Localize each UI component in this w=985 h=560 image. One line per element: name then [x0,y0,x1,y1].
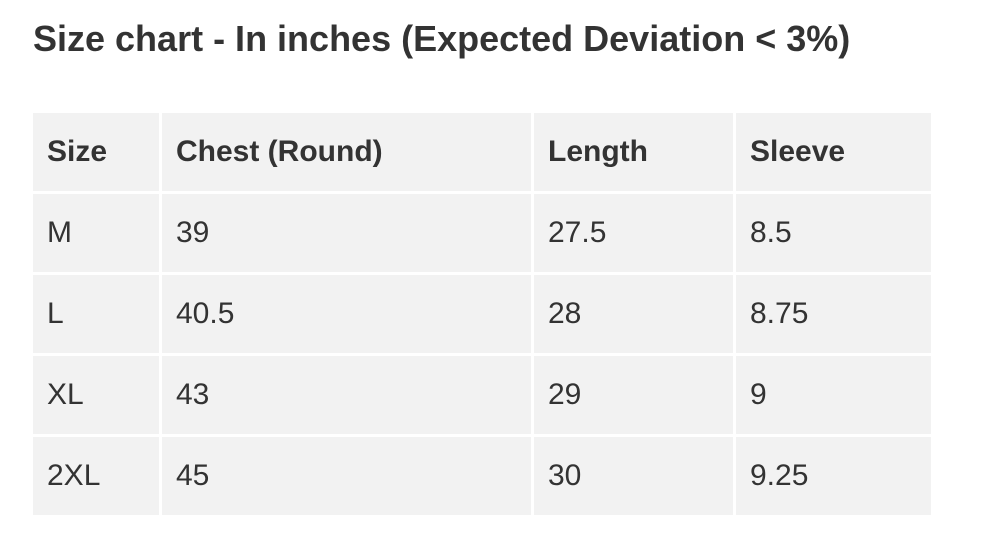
header-cell: Size [33,113,159,191]
table-cell: 2XL [33,437,159,515]
table-cell: L [33,275,159,353]
table-header: Size Chest (Round) Length Sleeve [33,113,931,191]
table-cell: 40.5 [162,275,531,353]
table-cell: 8.5 [736,194,931,272]
table-row: XL 43 29 9 [33,356,931,434]
header-cell: Length [534,113,733,191]
table-cell: 39 [162,194,531,272]
table-row: 2XL 45 30 9.25 [33,437,931,515]
table-cell: 43 [162,356,531,434]
table-body: M 39 27.5 8.5 L 40.5 28 8.75 XL 43 29 9 2XL 45 30 9.25 [33,194,931,515]
table-cell: 9.25 [736,437,931,515]
table-cell: 29 [534,356,733,434]
table-cell: 28 [534,275,733,353]
table-cell: XL [33,356,159,434]
table-cell: 8.75 [736,275,931,353]
table-cell: 30 [534,437,733,515]
header-cell: Chest (Round) [162,113,531,191]
table-cell: 9 [736,356,931,434]
table-cell: 45 [162,437,531,515]
size-table: Size Chest (Round) Length Sleeve M 39 27.5 8.5… [30,110,934,518]
table-row: L 40.5 28 8.75 [33,275,931,353]
table-cell: M [33,194,159,272]
table-row: M 39 27.5 8.5 [33,194,931,272]
header-cell: Sleeve [736,113,931,191]
title: Size chart - In inches (Expected Deviati… [33,18,851,59]
table-cell: 27.5 [534,194,733,272]
header-row: Size Chest (Round) Length Sleeve [33,113,931,191]
